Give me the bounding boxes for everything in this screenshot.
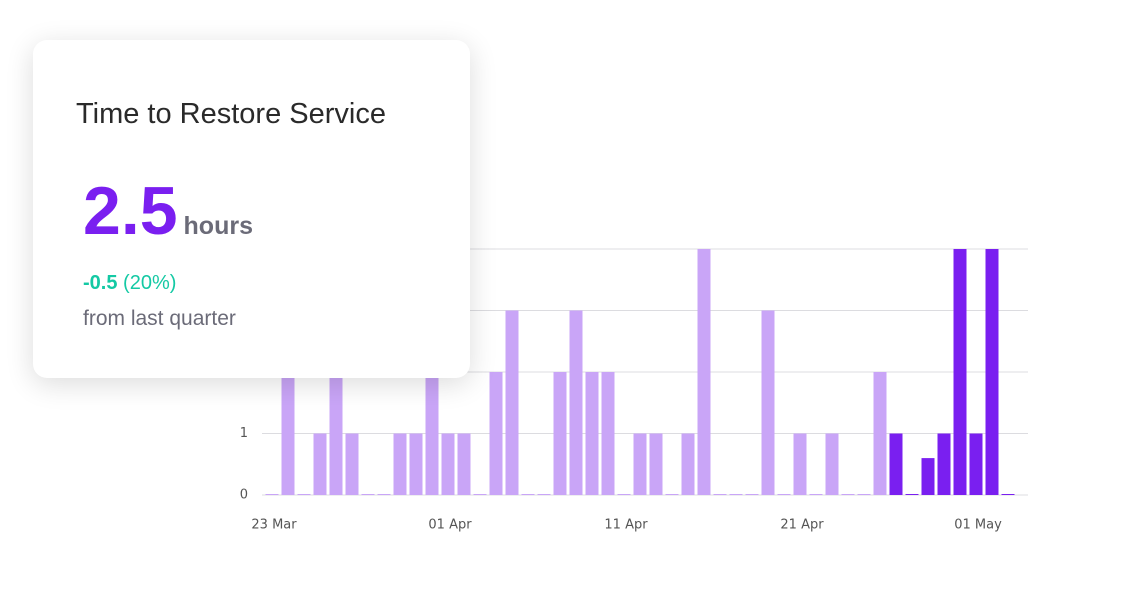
bar: [361, 494, 375, 495]
bar: [345, 433, 359, 495]
bar: [825, 433, 839, 495]
bar: [729, 494, 743, 495]
bar: [601, 372, 615, 495]
bar: [761, 310, 775, 495]
bar: [1001, 494, 1015, 495]
bar: [905, 494, 919, 495]
bar: [409, 433, 423, 495]
bar: [553, 372, 567, 495]
bar: [521, 494, 535, 495]
bar: [313, 433, 327, 495]
x-tick-label: 23 Mar: [251, 518, 297, 533]
bar: [377, 494, 391, 495]
bar: [281, 372, 295, 495]
card-title: Time to Restore Service: [76, 98, 386, 130]
bar: [569, 310, 583, 495]
bar: [441, 433, 455, 495]
bar: [889, 433, 903, 495]
bar: [809, 494, 823, 495]
bar: [841, 494, 855, 495]
metric-value: 2.5: [83, 173, 178, 249]
bar: [617, 494, 631, 495]
bar: [713, 494, 727, 495]
bar: [537, 494, 551, 495]
bar: [505, 310, 519, 495]
bar: [793, 433, 807, 495]
bar: [921, 458, 935, 495]
bar: [489, 372, 503, 495]
bar: [297, 494, 311, 495]
x-tick-label: 11 Apr: [604, 518, 648, 533]
bar: [969, 433, 983, 495]
metric-unit: hours: [183, 212, 253, 240]
bar: [649, 433, 663, 495]
comparison: from last quarter: [83, 307, 236, 330]
bar: [857, 494, 871, 495]
bar: [633, 433, 647, 495]
bar: [265, 494, 279, 495]
bar: [665, 494, 679, 495]
y-tick-label: 0: [240, 488, 248, 503]
change-pct: (20%): [123, 272, 177, 294]
x-tick-label: 01 Apr: [428, 518, 472, 533]
bar: [393, 433, 407, 495]
bar: [425, 372, 439, 495]
bar: [953, 249, 967, 495]
metric: 2.5 hours: [83, 172, 253, 250]
change-value: -0.5: [83, 272, 118, 294]
x-tick-label: 01 May: [954, 518, 1002, 533]
bar: [777, 494, 791, 495]
bar: [457, 433, 471, 495]
change: -0.5 (20%): [83, 272, 176, 295]
bar: [473, 494, 487, 495]
bar: [745, 494, 759, 495]
bar: [937, 433, 951, 495]
bar: [681, 433, 695, 495]
bar: [329, 372, 343, 495]
metric-card: Time to Restore Service 2.5 hours -0.5 (2…: [33, 40, 470, 378]
x-tick-label: 21 Apr: [780, 518, 824, 533]
y-tick-label: 1: [240, 426, 248, 441]
bar: [697, 249, 711, 495]
bar: [985, 249, 999, 495]
bar: [873, 372, 887, 495]
bar: [585, 372, 599, 495]
